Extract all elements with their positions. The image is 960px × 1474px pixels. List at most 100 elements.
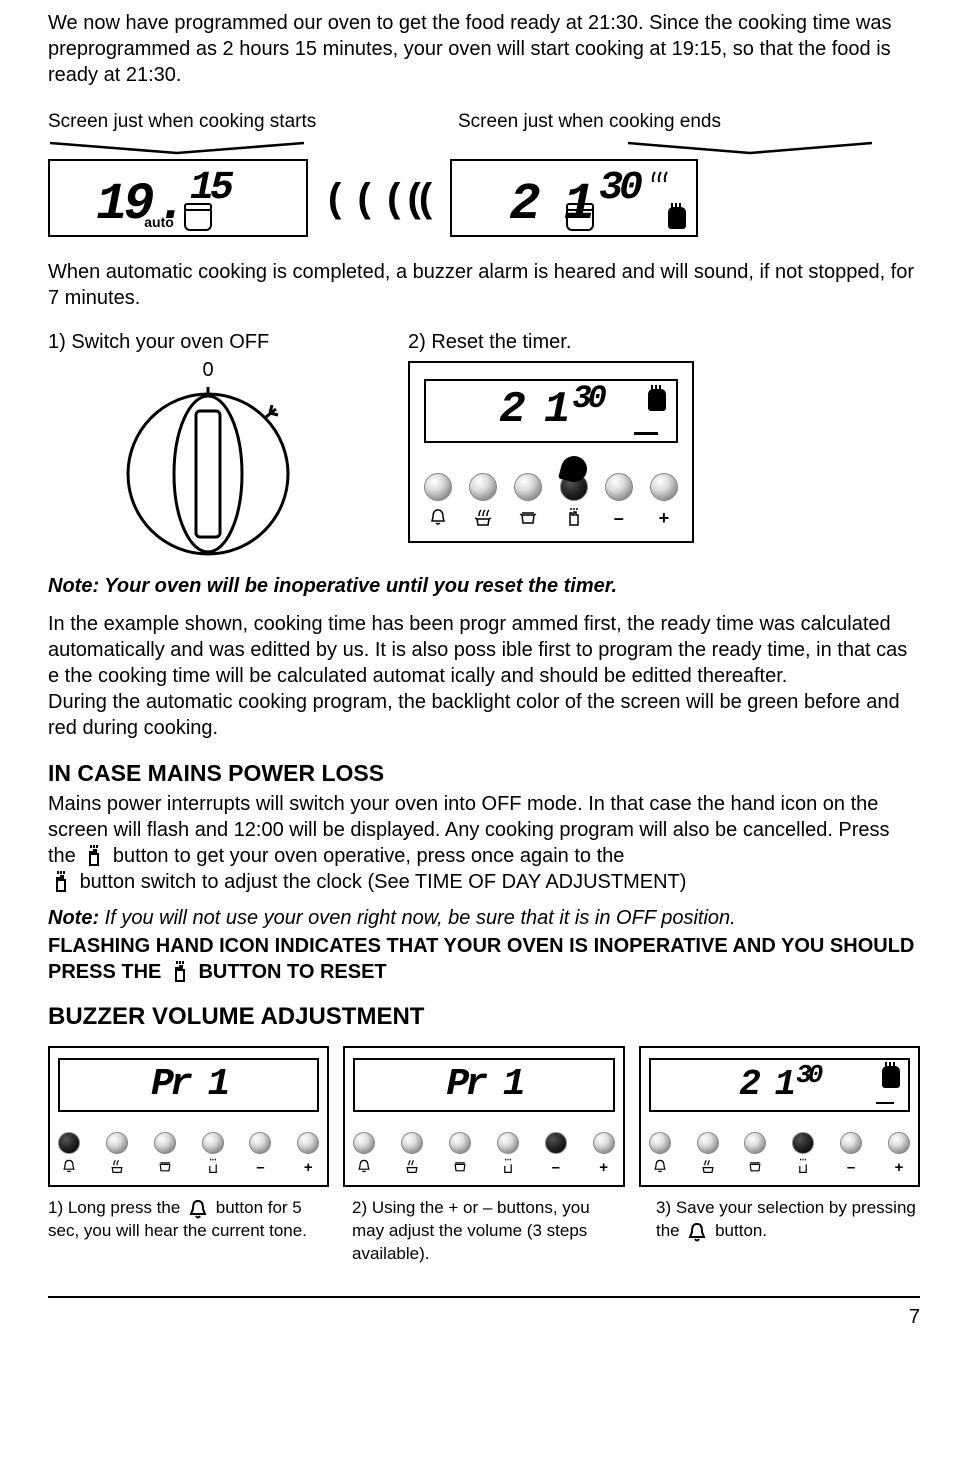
mains-power-heading: IN CASE MAINS POWER LOSS <box>48 759 920 789</box>
plus-button[interactable] <box>888 1132 910 1154</box>
hand-symbol-icon <box>560 507 588 533</box>
bell-button[interactable] <box>424 473 452 501</box>
buzzer-panel-3: 2 1 30 – + <box>639 1046 920 1188</box>
minus-button[interactable] <box>545 1132 567 1154</box>
timer-symbols: – + <box>424 507 678 533</box>
lcd-end: 2 1 30 <box>450 159 698 237</box>
plus-button[interactable] <box>297 1132 319 1154</box>
manual-button[interactable] <box>560 473 588 501</box>
cook-start-button[interactable] <box>401 1132 423 1154</box>
buzzer-lcd-1: Pr 1 <box>58 1058 319 1112</box>
bell-button[interactable] <box>353 1132 375 1154</box>
caption-end: Screen just when cooking ends <box>458 110 721 135</box>
pot-icon <box>744 1158 766 1180</box>
minus-symbol: – <box>605 507 633 533</box>
hand-button-icon <box>169 961 191 983</box>
underscore-icon <box>876 1102 894 1104</box>
bell-button-icon <box>187 1198 209 1220</box>
steam-icon <box>650 165 672 191</box>
page-number: 7 <box>909 1306 920 1328</box>
hand-symbol-icon <box>497 1158 519 1180</box>
pot-steam-icon <box>401 1158 423 1180</box>
sound-wave-icon: ( ( ( (( <box>328 172 430 224</box>
cook-end-button[interactable] <box>744 1132 766 1154</box>
lcd-screens-row: 19 . 15 auto ( ( ( (( 2 1 30 <box>48 159 920 237</box>
minus-symbol: – <box>249 1158 271 1180</box>
buzzer-lcd-3: 2 1 30 <box>649 1058 910 1112</box>
hand-symbol-icon <box>792 1158 814 1180</box>
plus-symbol: + <box>888 1158 910 1180</box>
backlight-paragraph: During the automatic cooking program, th… <box>48 689 920 741</box>
bell-button[interactable] <box>58 1132 80 1154</box>
bell-icon <box>58 1158 80 1180</box>
instr-3: 3) Save your selection by pressing the b… <box>656 1197 920 1266</box>
pot-steam-icon <box>469 507 497 533</box>
minus-button[interactable] <box>249 1132 271 1154</box>
note-reset-timer: Note: Your oven will be inoperative unti… <box>48 573 920 599</box>
instr-1: 1) Long press the button for 5 sec, you … <box>48 1197 312 1266</box>
chevron-end <box>626 141 874 155</box>
plus-button[interactable] <box>593 1132 615 1154</box>
reset-steps: 1) Switch your oven OFF 0 2) Reset the t… <box>48 329 920 559</box>
buzzer-panel-1: Pr 1 – + <box>48 1046 329 1188</box>
hand-button-icon <box>83 845 105 867</box>
hand-icon <box>668 207 686 229</box>
lcd-start-mins: 15 <box>190 171 230 207</box>
example-paragraph: In the example shown, cooking time has b… <box>48 611 920 689</box>
hand-button-icon <box>50 871 72 893</box>
cook-start-button[interactable] <box>469 473 497 501</box>
cook-start-button[interactable] <box>697 1132 719 1154</box>
note-label: Note: <box>48 907 99 929</box>
step1-label: 1) Switch your oven OFF <box>48 329 368 355</box>
note-off-position: Note: If you will not use your oven righ… <box>48 905 920 931</box>
pot-icon <box>514 507 542 533</box>
minus-symbol: – <box>840 1158 862 1180</box>
minus-button[interactable] <box>605 473 633 501</box>
minus-button[interactable] <box>840 1132 862 1154</box>
lcd-end-mins: 30 <box>599 171 639 207</box>
plus-button[interactable] <box>650 473 678 501</box>
buzzer-instructions: 1) Long press the button for 5 sec, you … <box>48 1197 920 1266</box>
caption-start: Screen just when cooking starts <box>48 110 418 135</box>
mains-para: Mains power interrupts will switch your … <box>48 791 920 895</box>
pot-icon <box>566 209 594 231</box>
hand-icon <box>648 389 666 411</box>
screen-captions: Screen just when cooking starts Screen j… <box>48 110 920 135</box>
cook-end-button[interactable] <box>514 473 542 501</box>
pot-icon <box>449 1158 471 1180</box>
oven-dial-illustration <box>118 379 298 559</box>
pot-icon <box>184 209 212 231</box>
buzzer-lcd-2: Pr 1 <box>353 1058 614 1112</box>
minus-symbol: – <box>545 1158 567 1180</box>
bell-icon <box>649 1158 671 1180</box>
plus-symbol: + <box>297 1158 319 1180</box>
manual-button[interactable] <box>792 1132 814 1154</box>
bell-button-icon <box>686 1221 708 1243</box>
lcd-start-sublabel: auto <box>50 209 306 231</box>
manual-button[interactable] <box>497 1132 519 1154</box>
timer-lcd-hours: 2 1 <box>499 391 566 431</box>
cook-start-button[interactable] <box>106 1132 128 1154</box>
hand-symbol-icon <box>202 1158 224 1180</box>
pot-steam-icon <box>697 1158 719 1180</box>
flashing-hand-warning: FLASHING HAND ICON INDICATES THAT YOUR O… <box>48 933 920 985</box>
bell-button[interactable] <box>649 1132 671 1154</box>
bell-icon <box>424 507 452 533</box>
cook-end-button[interactable] <box>154 1132 176 1154</box>
cook-end-button[interactable] <box>449 1132 471 1154</box>
lcd-start: 19 . 15 auto <box>48 159 308 237</box>
manual-button[interactable] <box>202 1132 224 1154</box>
instr-2: 2) Using the + or – buttons, you may adj… <box>352 1197 616 1266</box>
chevron-start <box>48 141 306 155</box>
timer-panel: 2 1 30 – + <box>408 361 694 543</box>
step2-label: 2) Reset the timer. <box>408 329 694 355</box>
pot-icon <box>154 1158 176 1180</box>
page-footer: 7 <box>48 1296 920 1330</box>
timer-lcd: 2 1 30 <box>424 379 678 443</box>
buzzer-adjustment-heading: BUZZER VOLUME ADJUSTMENT <box>48 1001 920 1032</box>
timer-lcd-mins: 30 <box>572 385 602 414</box>
underscore-icon <box>634 432 658 435</box>
plus-symbol: + <box>650 507 678 533</box>
buzzer-panel-2: Pr 1 – + <box>343 1046 624 1188</box>
plus-symbol: + <box>593 1158 615 1180</box>
